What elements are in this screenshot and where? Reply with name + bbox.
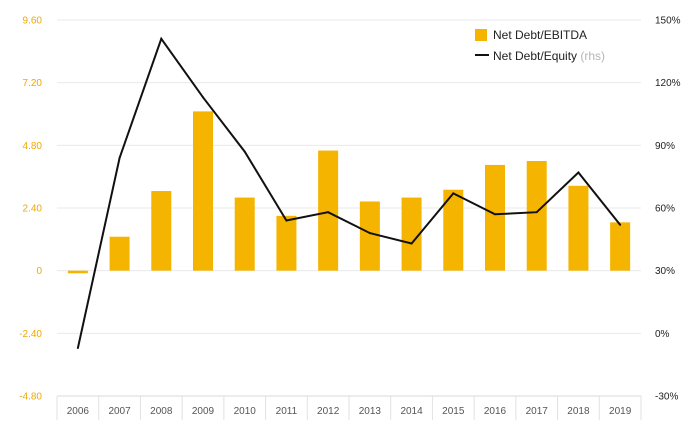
- x-tick-label: 2012: [317, 406, 340, 417]
- line-point: [368, 232, 371, 235]
- left-tick-label: -4.80: [19, 392, 42, 403]
- bar: [443, 189, 464, 271]
- x-tick-label: 2019: [609, 406, 632, 417]
- line-point: [327, 211, 330, 214]
- bar: [234, 197, 255, 271]
- bar: [193, 111, 213, 271]
- right-tick-label: 90%: [655, 141, 675, 152]
- bar: [151, 191, 172, 271]
- left-tick-label: 4.80: [23, 141, 43, 152]
- bar-series: [67, 111, 631, 274]
- line-point: [535, 211, 538, 214]
- bar: [610, 222, 631, 271]
- x-axis: 2006 2007 2008 2009 2010 2011 2012 2013 2014 2015…: [56, 395, 642, 420]
- x-tick-label: 2006: [67, 406, 90, 417]
- right-tick-label: 30%: [655, 266, 675, 277]
- bar: [568, 185, 589, 271]
- bar: [318, 150, 339, 271]
- bar: [359, 201, 380, 271]
- legend-swatch-net-debt-ebitda: [475, 29, 487, 41]
- right-tick-label: 0%: [655, 329, 670, 340]
- line-point: [577, 171, 580, 174]
- line-point: [285, 219, 288, 222]
- right-axis-tick-labels: 150% 120% 90% 60% 30% 0% -30%: [655, 16, 681, 403]
- bar: [485, 164, 505, 271]
- bar: [401, 197, 422, 271]
- bar: [276, 215, 297, 271]
- legend-label-net-debt-equity-text: Net Debt/Equity: [493, 49, 577, 63]
- x-tick-label: 2013: [359, 406, 382, 417]
- bar: [67, 270, 88, 274]
- net-debt-equity-line: [76, 36, 621, 349]
- line-point: [160, 37, 163, 40]
- x-tick-label: 2018: [567, 406, 590, 417]
- x-tick-label: 2017: [526, 406, 549, 417]
- legend: Net Debt/EBITDA Net Debt/Equity (rhs): [475, 28, 605, 63]
- left-tick-label: 9.60: [23, 16, 43, 27]
- x-tick-label: 2010: [234, 406, 257, 417]
- right-tick-label: 60%: [655, 204, 675, 215]
- left-tick-label: 0: [36, 266, 42, 277]
- left-tick-label: 2.40: [23, 204, 43, 215]
- line-series: [76, 36, 622, 349]
- x-tick-label: 2014: [400, 406, 423, 417]
- line-point: [410, 242, 413, 245]
- bar: [109, 236, 130, 271]
- legend-label-net-debt-ebitda: Net Debt/EBITDA: [493, 28, 587, 42]
- line-point: [494, 213, 496, 216]
- line-point: [619, 223, 622, 226]
- left-tick-label: -2.40: [19, 329, 42, 340]
- right-tick-label: 120%: [655, 78, 681, 89]
- x-tick-label: 2007: [108, 406, 131, 417]
- legend-note-rhs: (rhs): [580, 49, 605, 63]
- left-tick-label: 7.20: [23, 78, 43, 89]
- right-tick-label: 150%: [655, 16, 681, 27]
- x-tick-label: 2009: [192, 406, 215, 417]
- line-point: [202, 96, 204, 99]
- left-axis-tick-labels: 9.60 7.20 4.80 2.40 0 -2.40 -4.80: [19, 16, 42, 403]
- gridlines: [57, 19, 641, 397]
- x-tick-label: 2015: [442, 406, 465, 417]
- x-tick-label: 2011: [276, 406, 298, 417]
- legend-label-net-debt-equity: Net Debt/Equity (rhs): [493, 49, 605, 63]
- x-tick-label: 2016: [484, 406, 507, 417]
- line-point: [452, 192, 455, 195]
- right-tick-label: -30%: [655, 392, 678, 403]
- bar: [526, 161, 547, 271]
- x-tick-label: 2008: [150, 406, 173, 417]
- line-point: [76, 346, 79, 349]
- line-point: [118, 156, 121, 159]
- line-point: [243, 150, 246, 153]
